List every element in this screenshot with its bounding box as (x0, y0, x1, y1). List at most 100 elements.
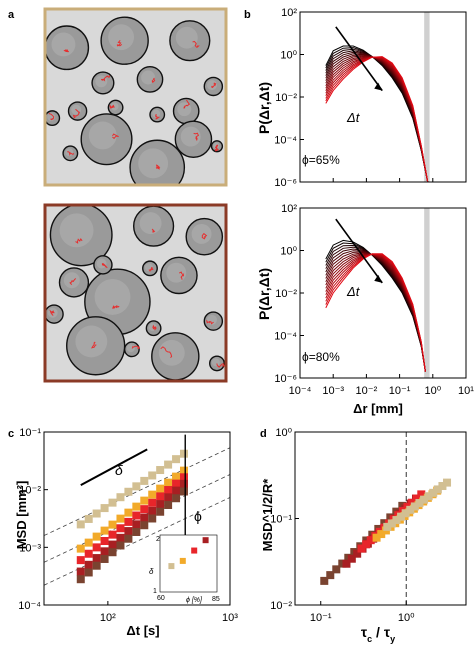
msd-marker (84, 538, 93, 547)
trajectory (151, 228, 156, 233)
msd-marker (100, 504, 109, 513)
scaled-msd-marker (362, 540, 371, 549)
msd-marker (116, 541, 125, 550)
msd-marker (156, 500, 165, 509)
y-tick-label: 10⁰ (280, 50, 297, 62)
trajectory (72, 108, 81, 119)
msd-marker (92, 561, 101, 570)
panel-letter-a: a (8, 9, 15, 21)
trajectory (49, 309, 55, 316)
d-xlabel-sub-y: y (390, 634, 395, 644)
scaled-msd-marker (372, 533, 381, 542)
msd-marker (124, 508, 133, 517)
scaled-msd-marker (338, 559, 347, 568)
scaled-msd-marker (412, 494, 421, 503)
y-tick-label: 10⁻³ (19, 542, 41, 554)
trajectory (192, 40, 200, 48)
msd-marker (100, 547, 109, 556)
msd-marker (100, 526, 109, 535)
trajectory (148, 266, 154, 272)
bubble-highlight (138, 148, 169, 179)
micrograph-content (45, 205, 226, 381)
trajectory (90, 341, 97, 349)
inset-xtick-60: 60 (157, 595, 165, 602)
trajectory (101, 263, 108, 269)
inset-xtick-85: 85 (212, 596, 220, 603)
scaled-msd-marker (438, 482, 447, 491)
msd-marker (156, 507, 165, 516)
msd-marker (148, 498, 157, 507)
distribution-curve (325, 56, 429, 183)
y-tick-label: 10⁻⁴ (274, 135, 297, 147)
trajectory (183, 99, 190, 109)
distribution-curve (325, 246, 426, 372)
y-tick-label: 10⁻² (275, 288, 297, 300)
msd-marker (100, 554, 109, 563)
distribution-curve (325, 56, 429, 183)
msd-marker (116, 493, 125, 502)
y-tick-label: 10⁻¹ (270, 514, 292, 526)
distribution-curve (325, 56, 429, 183)
msd-marker (116, 533, 125, 542)
trajectory (211, 82, 217, 89)
micrograph-frame (43, 203, 228, 383)
msd-marker (132, 511, 141, 520)
bubble-highlight (211, 358, 220, 367)
y-tick-label: 10⁻⁴ (274, 331, 297, 343)
msd-marker (172, 479, 181, 488)
y-tick-label: 10⁰ (280, 246, 297, 258)
msd-marker (124, 534, 133, 543)
panel-letter-b: b (244, 9, 251, 21)
msd-marker (124, 517, 133, 526)
delta-t-arrow (335, 26, 383, 92)
d-xlabel-sub-c: c (367, 634, 372, 644)
trajectory (151, 77, 156, 83)
x-tick-label: 10³ (222, 612, 238, 624)
trajectory (112, 305, 120, 309)
msd-marker (140, 476, 149, 485)
msd-marker (140, 505, 149, 514)
y-tick-label: 10⁻² (19, 485, 41, 497)
scaled-msd-plot: 10⁰ 10⁻¹ 10⁻² 10⁻¹ 10⁰ (270, 427, 467, 624)
inset-xlabel: ϕ [%] (186, 597, 203, 604)
scaled-msd-marker (387, 519, 396, 528)
msd-marker (132, 502, 141, 511)
msd-marker (92, 509, 101, 518)
distribution-curve (325, 56, 429, 183)
msd-marker (156, 492, 165, 501)
bubble-highlight (139, 212, 162, 235)
bubble-highlight (158, 339, 185, 366)
msd-marker (172, 486, 181, 495)
bubble-highlight (213, 142, 220, 149)
inset-marker (191, 547, 198, 554)
scaled-msd-marker (332, 565, 341, 574)
micrograph-phi-65 (43, 7, 228, 187)
msd-marker (108, 540, 117, 549)
msd-marker (116, 514, 125, 523)
msd-marker (76, 575, 85, 584)
msd-marker (179, 473, 188, 482)
trajectory (178, 271, 185, 280)
msd-marker (148, 471, 157, 480)
trajectory (160, 346, 173, 358)
delta-t-arrowhead (374, 274, 383, 283)
reference-line (43, 447, 231, 536)
msd-marker (108, 498, 117, 507)
delta-t-label-top: Δt (346, 110, 361, 125)
scaled-msd-marker (377, 530, 386, 539)
scaled-msd-marker (392, 516, 401, 525)
trajectory (131, 345, 141, 350)
inset-ylabel: δ (149, 567, 154, 576)
delta-t-arrow (335, 218, 383, 284)
msd-marker (132, 482, 141, 491)
y-tick-label: 10² (281, 203, 297, 215)
x-tick-label: 10⁰ (424, 385, 441, 397)
d-ylabel: MSD^1/2/R* (260, 478, 275, 552)
scaled-msd-marker (429, 488, 438, 497)
y-tick-label: 10⁻⁴ (18, 600, 41, 612)
bubble-highlight (88, 121, 117, 150)
reference-line (43, 497, 231, 586)
trajectory (116, 39, 123, 47)
trajectory (193, 132, 200, 142)
